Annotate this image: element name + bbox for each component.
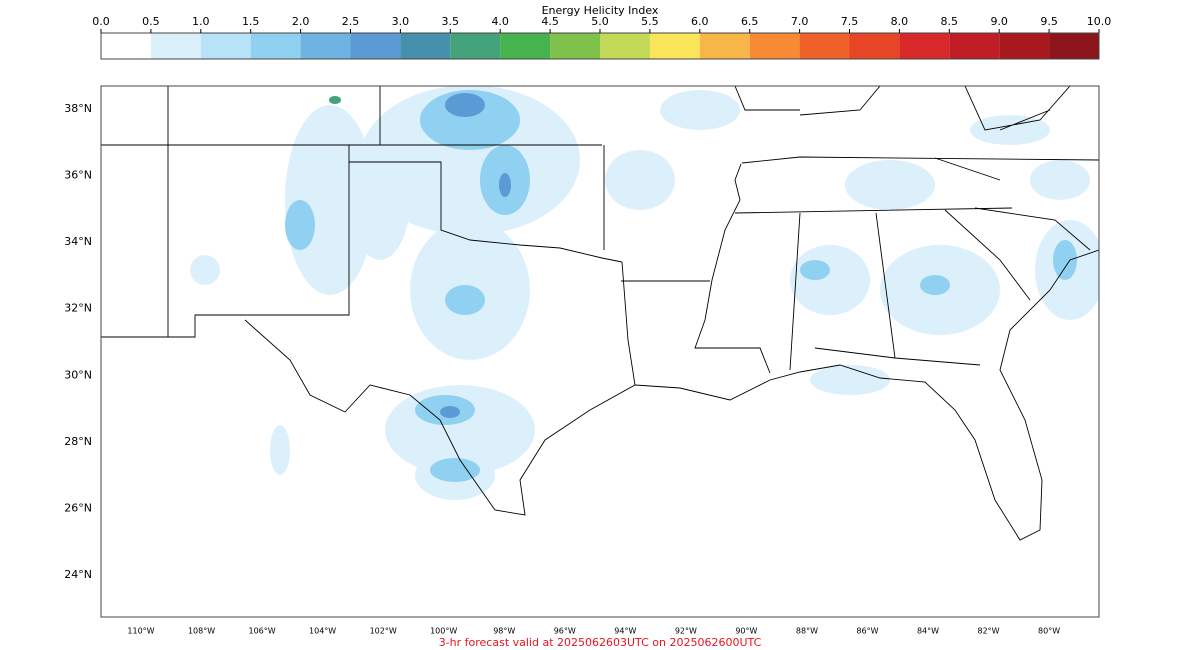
colorbar-segment — [550, 33, 600, 59]
state-borders — [101, 86, 1099, 541]
colorbar-segment — [999, 33, 1050, 59]
longitude-label: 86°W — [856, 627, 878, 636]
longitude-label: 94°W — [614, 627, 636, 636]
ehi-shading-light — [190, 86, 1099, 500]
colorbar-tick-label: 10.0 — [1087, 15, 1112, 28]
colorbar-segment — [749, 33, 800, 59]
longitude-label: 106°W — [248, 627, 275, 636]
longitude-label: 82°W — [978, 627, 1000, 636]
colorbar-segment — [1049, 33, 1099, 59]
ehi-shading-mid — [285, 90, 1077, 482]
latitude-label: 30°N — [64, 368, 92, 381]
map-area — [101, 86, 1099, 541]
colorbar-segment — [350, 33, 401, 59]
latitude-label: 32°N — [64, 302, 92, 315]
colorbar-segment — [450, 33, 501, 59]
longitude-label: 90°W — [735, 627, 757, 636]
longitude-label: 110°W — [127, 627, 154, 636]
ehi-shading-high — [440, 93, 511, 418]
colorbar-tick-label: 0.5 — [142, 15, 160, 28]
colorbar-tick-label: 8.5 — [941, 15, 959, 28]
colorbar-tick-label: 7.5 — [841, 15, 859, 28]
colorbar-tick-label: 9.0 — [990, 15, 1008, 28]
colorbar-tick-label: 6.0 — [691, 15, 709, 28]
colorbar-tick-label: 4.0 — [491, 15, 509, 28]
latitude-label: 38°N — [64, 102, 92, 115]
longitude-label: 98°W — [493, 627, 515, 636]
colorbar-segment — [400, 33, 451, 59]
forecast-footer: 3-hr forecast valid at 2025062603UTC on … — [439, 636, 762, 649]
colorbar-tick-label: 5.5 — [641, 15, 659, 28]
colorbar-segment — [699, 33, 750, 59]
colorbar-segment — [300, 33, 351, 59]
colorbar-tick-label: 6.5 — [741, 15, 759, 28]
latitude-label: 26°N — [64, 501, 92, 514]
colorbar-segment — [949, 33, 1000, 59]
colorbar-tick-label: 0.0 — [92, 15, 110, 28]
colorbar-segment — [899, 33, 950, 59]
colorbar-segment — [101, 33, 151, 59]
colorbar-segment — [250, 33, 301, 59]
colorbar-segment — [150, 33, 201, 59]
latitude-label: 36°N — [64, 169, 92, 182]
colorbar-tick-label: 5.0 — [591, 15, 609, 28]
colorbar-segment — [649, 33, 700, 59]
ehi-shading-peak — [329, 96, 341, 104]
longitude-label: 104°W — [309, 627, 336, 636]
longitude-label: 108°W — [188, 627, 215, 636]
colorbar-tick-label: 3.0 — [392, 15, 410, 28]
colorbar-tick-label: 4.5 — [541, 15, 559, 28]
colorbar-segment — [500, 33, 551, 59]
colorbar-segment — [200, 33, 251, 59]
colorbar-tick-label: 1.5 — [242, 15, 260, 28]
longitude-label: 96°W — [554, 627, 576, 636]
colorbar-tick-label: 3.5 — [442, 15, 460, 28]
longitude-label: 100°W — [430, 627, 457, 636]
colorbar-segment — [799, 33, 850, 59]
colorbar-tick-label: 2.0 — [292, 15, 310, 28]
latitude-label: 34°N — [64, 235, 92, 248]
latitude-label: 28°N — [64, 435, 92, 448]
longitude-label: 102°W — [370, 627, 397, 636]
colorbar-tick-label: 7.0 — [791, 15, 809, 28]
longitude-label: 92°W — [675, 627, 697, 636]
map-frame — [100, 85, 1100, 618]
colorbar-tick-label: 8.0 — [891, 15, 909, 28]
longitude-label: 84°W — [917, 627, 939, 636]
colorbar-tick-label: 1.0 — [192, 15, 210, 28]
colorbar-tick-label: 9.5 — [1040, 15, 1058, 28]
colorbar-segment — [600, 33, 650, 59]
colorbar-tick-label: 2.5 — [342, 15, 360, 28]
latitude-label: 24°N — [64, 568, 92, 581]
colorbar-segment — [849, 33, 900, 59]
colorbar-title: Energy Helicity Index — [542, 4, 659, 17]
longitude-label: 80°W — [1038, 627, 1060, 636]
longitude-label: 88°W — [796, 627, 818, 636]
